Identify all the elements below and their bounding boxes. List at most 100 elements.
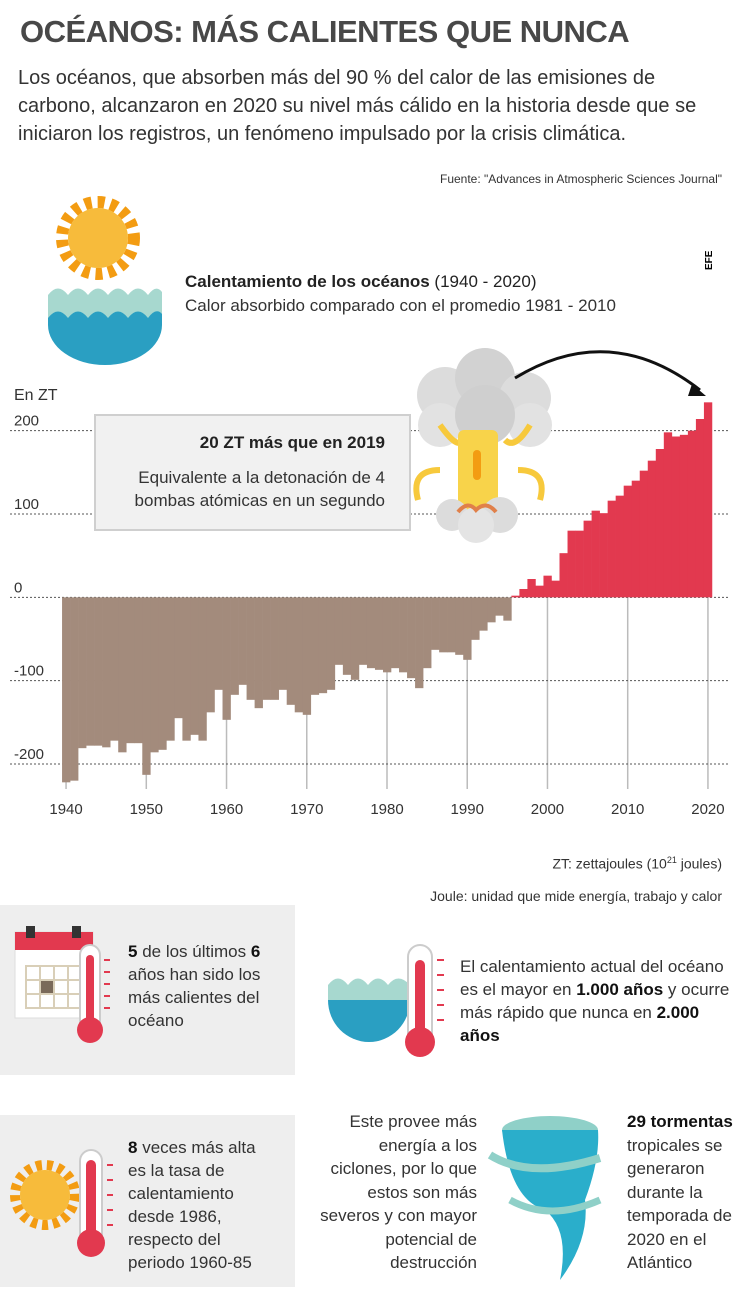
annotation-text: Equivalente a la detonación de 4 bombas … xyxy=(134,468,385,510)
fact: 5 de los últimos 6 años han sido los más… xyxy=(128,940,278,1032)
bar xyxy=(118,597,127,753)
subtitle: Los océanos, que absorben más del 90 % d… xyxy=(18,67,697,145)
logo: EFE xyxy=(704,250,715,270)
bar xyxy=(134,597,143,744)
sun-thermometer-icon xyxy=(10,1149,113,1257)
unit-exponent: 21 xyxy=(666,855,677,865)
fact-text: El calentamiento actual del océano es el… xyxy=(460,957,724,999)
bar xyxy=(431,597,440,650)
bar xyxy=(407,597,416,679)
bar xyxy=(358,597,368,665)
bar xyxy=(623,485,633,598)
bar xyxy=(695,419,705,598)
bar xyxy=(591,510,600,598)
bomb-icon xyxy=(413,348,552,543)
bar xyxy=(527,579,536,598)
fact-text: Este provee más energía a los ciclones, … xyxy=(320,1112,477,1272)
bar xyxy=(615,495,624,598)
bar xyxy=(382,597,392,673)
title: OCÉANOS: MÁS CALIENTES QUE NUNCA xyxy=(20,14,630,49)
fact-text: 6 xyxy=(250,942,261,961)
bar xyxy=(647,460,657,598)
bar xyxy=(198,597,207,741)
ocean-sun-icon xyxy=(48,196,162,365)
bar xyxy=(479,597,488,631)
bar xyxy=(238,597,247,685)
bar xyxy=(78,597,87,749)
bar xyxy=(350,597,360,680)
y-axis-label: En ZT xyxy=(14,387,58,404)
y-tick-label: 0 xyxy=(14,579,22,596)
bar xyxy=(679,434,689,598)
bar xyxy=(559,553,568,598)
bar xyxy=(190,597,199,735)
bar xyxy=(607,500,616,598)
annotation-box xyxy=(94,414,411,531)
bar xyxy=(495,597,504,616)
x-tick-label: 1950 xyxy=(130,801,163,818)
bar xyxy=(94,597,103,746)
unit-prefix: ZT: zettajoules (10 xyxy=(552,855,667,872)
bar xyxy=(230,597,239,695)
bar xyxy=(142,597,151,775)
x-tick-label: 1990 xyxy=(451,801,484,818)
x-tick-label: 1960 xyxy=(210,801,243,818)
bar xyxy=(318,597,328,694)
bar xyxy=(391,597,400,669)
tornado-icon xyxy=(487,1116,602,1280)
bar xyxy=(174,597,183,719)
chart-period: (1940 - 2020) xyxy=(434,272,537,291)
bar xyxy=(262,597,271,700)
bar xyxy=(286,597,296,705)
bar xyxy=(671,436,681,598)
bar xyxy=(639,470,649,598)
bar xyxy=(110,597,119,741)
fact: El calentamiento actual del océano es el… xyxy=(460,955,730,1047)
bar xyxy=(399,597,408,673)
bar xyxy=(415,597,424,689)
fact-text: veces más alta es la tasa de calentamien… xyxy=(128,1138,256,1272)
fact-text: 2.000 años xyxy=(460,1003,700,1045)
bar xyxy=(310,597,320,695)
thermometer-icon xyxy=(77,944,110,1043)
bar xyxy=(342,597,352,675)
annotation-title: 20 ZT más que en 2019 xyxy=(199,433,385,452)
bar xyxy=(703,402,713,598)
x-tick-label: 1980 xyxy=(370,801,403,818)
bar xyxy=(214,597,223,690)
bar xyxy=(687,430,697,598)
bar xyxy=(166,597,175,741)
bar xyxy=(278,597,288,690)
x-tick-label: 2020 xyxy=(691,801,724,818)
bar xyxy=(567,530,576,598)
y-tick-label: 100 xyxy=(14,496,39,513)
bar-chart: 1940 1950 1960 1970 1980 1990 2000 2010 2020 200 1… xyxy=(10,402,728,818)
bar xyxy=(543,575,552,598)
bar xyxy=(439,597,448,653)
fact-text: 5 xyxy=(128,942,138,961)
bar xyxy=(655,449,665,598)
fact: Este provee más energía a los ciclones, … xyxy=(312,1110,477,1275)
chart-title: Calentamiento de los océanos xyxy=(185,272,430,291)
bar xyxy=(599,513,608,598)
bar xyxy=(519,589,528,598)
bar xyxy=(102,597,111,748)
ocean-thermometer-icon xyxy=(328,944,444,1057)
x-tick-label: 1940 xyxy=(49,801,82,818)
bar xyxy=(294,597,304,713)
y-tick-label: -100 xyxy=(14,663,44,680)
bar xyxy=(150,597,159,753)
bar xyxy=(126,597,135,744)
fact-text: 1.000 años xyxy=(576,980,664,999)
bar xyxy=(206,597,215,713)
arrow-head xyxy=(688,384,706,396)
bar xyxy=(334,597,344,665)
bar xyxy=(511,595,520,598)
fact: 8 veces más alta es la tasa de calentami… xyxy=(128,1136,278,1274)
bar xyxy=(62,597,71,783)
y-tick-label: -200 xyxy=(14,746,44,763)
x-tick-label: 1970 xyxy=(290,801,323,818)
unit-suffix: joules) xyxy=(676,855,722,872)
bar xyxy=(222,597,231,720)
